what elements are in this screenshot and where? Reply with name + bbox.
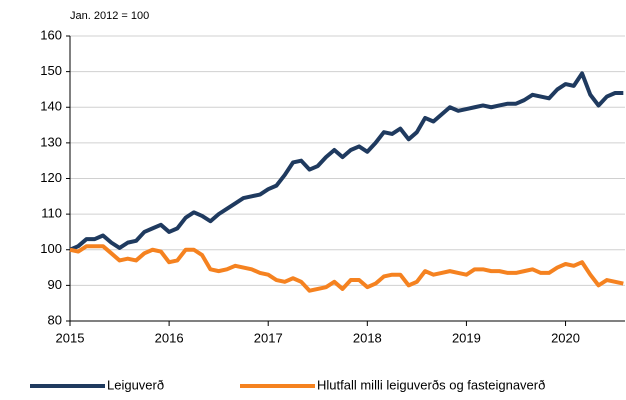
x-tick-label: 2017	[254, 330, 283, 345]
y-tick-label: 130	[40, 134, 62, 149]
y-tick-label: 150	[40, 63, 62, 78]
x-tick-label: 2019	[452, 330, 481, 345]
x-tick-label: 2020	[551, 330, 580, 345]
y-tick-label: 80	[48, 312, 62, 327]
legend-label: Leiguverð	[107, 377, 164, 392]
y-tick-label: 90	[48, 277, 62, 292]
y-tick-label: 120	[40, 170, 62, 185]
series-line	[69, 71, 624, 252]
legend-label: Hlutfall milli leiguverðs og fasteignave…	[317, 377, 545, 392]
y-tick-label: 140	[40, 99, 62, 114]
series-line	[69, 244, 624, 293]
y-tick-label: 110	[41, 206, 62, 221]
x-tick-label: 2016	[155, 330, 184, 345]
x-tick-label: 2015	[56, 330, 85, 345]
y-tick-label: 160	[40, 27, 62, 42]
y-tick-label: 100	[40, 241, 62, 256]
x-tick-label: 2018	[353, 330, 382, 345]
annotation: Jan. 2012 = 100	[70, 10, 149, 22]
